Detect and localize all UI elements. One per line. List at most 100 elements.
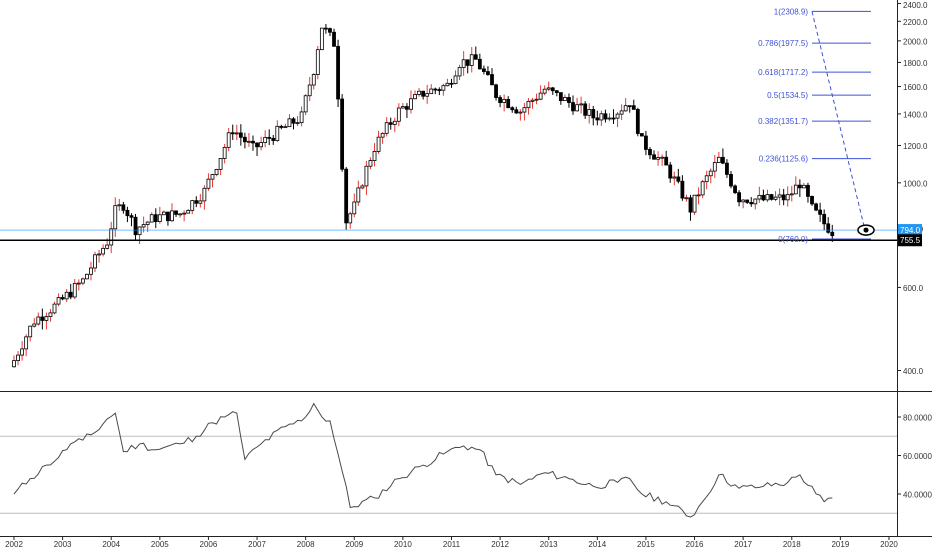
candle-body (753, 198, 758, 205)
candle-body (575, 104, 579, 112)
candle-body (676, 176, 681, 182)
price-tick-label: 400.0 (903, 367, 924, 376)
candle-body (234, 132, 239, 135)
candle-body (271, 137, 276, 141)
candle-body (445, 82, 450, 87)
candle-body (348, 213, 353, 224)
candle-body (741, 199, 746, 203)
candle-body (32, 323, 37, 327)
candle-body (494, 84, 498, 98)
candle-body (785, 194, 790, 201)
candle-body (48, 312, 53, 318)
candle-body (170, 210, 174, 222)
candle-body (765, 194, 770, 201)
candle-body (97, 253, 101, 256)
time-tick-label: 2017 (734, 540, 752, 549)
eye-pupil-icon (863, 227, 869, 233)
candle-body (307, 84, 312, 97)
candle-body (502, 98, 507, 103)
candle-body (490, 74, 494, 86)
candle-body (68, 291, 73, 298)
candle-body (230, 132, 235, 135)
candle-body (259, 142, 264, 148)
candle-body (279, 125, 284, 128)
candle-body (542, 88, 547, 94)
candle-body (113, 205, 118, 230)
candle-body (769, 194, 774, 200)
candle-body (716, 156, 721, 163)
candle-body (607, 117, 612, 120)
time-tick-label: 2007 (248, 540, 266, 549)
candle-body (822, 213, 827, 225)
candle-body (319, 27, 324, 51)
time-tick-label: 2003 (54, 540, 72, 549)
candle-body (388, 122, 393, 125)
candle-body (303, 95, 308, 113)
candle-body (101, 247, 106, 255)
fib-level-label: 0.382(1351.7) (758, 117, 808, 126)
candle-body (149, 214, 154, 223)
candle-body (615, 113, 620, 119)
candle-body (603, 113, 608, 120)
candle-body (344, 168, 349, 224)
candle-body (826, 223, 831, 233)
candle-body (36, 316, 41, 325)
candle-body (251, 140, 255, 144)
candle-body (554, 90, 559, 93)
candle-body (222, 146, 227, 159)
candle-body (413, 94, 417, 100)
candle-body (141, 224, 146, 228)
candle-body (376, 136, 381, 152)
candle-body (56, 297, 61, 305)
candle-body (372, 151, 377, 161)
candle-body (818, 209, 823, 215)
candle-body (60, 297, 65, 300)
candle-body (44, 316, 49, 321)
candle-body (299, 111, 304, 124)
candle-body (117, 204, 122, 207)
candle-body (429, 88, 434, 95)
price-badge (898, 224, 922, 237)
candle-body (481, 68, 486, 72)
candle-body (16, 354, 20, 362)
fib-level-label: 0.236(1125.6) (759, 155, 809, 164)
price-tick-label: 2200.0 (903, 18, 928, 27)
candle-body (40, 316, 45, 321)
time-tick-label: 2004 (102, 540, 120, 549)
candle-body (810, 196, 814, 205)
candle-body (336, 45, 340, 100)
candle-body (89, 267, 93, 275)
candle-body (749, 202, 754, 205)
candle-body (352, 201, 357, 215)
price-tick-label: 1200.0 (903, 142, 928, 151)
time-tick-label: 2002 (5, 540, 23, 549)
price-tick-label: 1600.0 (903, 83, 928, 92)
candle-body (473, 54, 478, 60)
price-badge-label: 794.0 (900, 226, 921, 235)
time-tick-label: 2013 (540, 540, 558, 549)
candle-body (85, 273, 89, 280)
candle-body (587, 109, 592, 116)
candle-body (558, 92, 563, 102)
time-tick-label: 2019 (831, 540, 849, 549)
price-tick-label: 2400.0 (903, 1, 928, 10)
candle-body (356, 187, 361, 203)
candle-body (133, 216, 138, 236)
candle-body (757, 194, 762, 200)
time-tick-label: 2014 (588, 540, 606, 549)
candle-body (214, 169, 219, 175)
candle-body (518, 111, 523, 114)
fib-level-label: 0(760.0) (778, 235, 808, 244)
candle-body (793, 184, 798, 195)
candle-body (72, 282, 77, 298)
time-tick-label: 2006 (200, 540, 218, 549)
candle-body (814, 203, 818, 211)
fib-trend-line[interactable] (811, 11, 866, 231)
candle-body (311, 74, 316, 86)
candle-body (737, 192, 741, 203)
price-badge-label: 755.5 (900, 236, 921, 245)
candle-body (109, 228, 114, 246)
candle-body (255, 142, 259, 148)
candle-body (449, 82, 454, 85)
